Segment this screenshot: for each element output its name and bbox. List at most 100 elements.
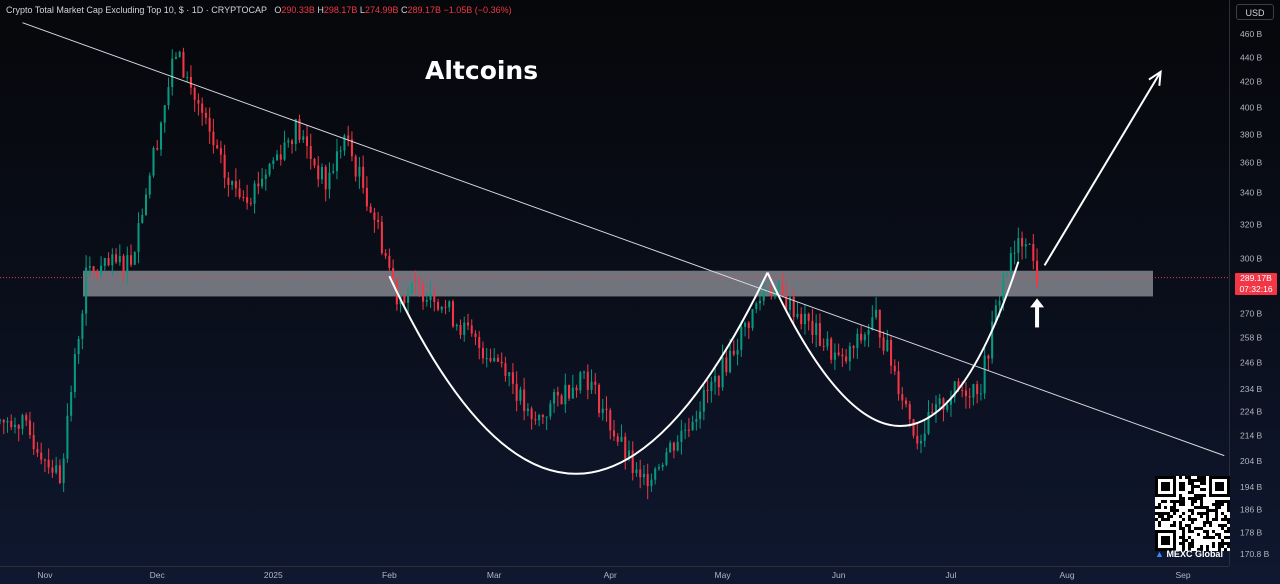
candle-body [530, 408, 533, 420]
candle-body [407, 294, 410, 303]
candle-body [0, 419, 2, 422]
candle-body [201, 103, 204, 113]
y-tick-label: 460 B [1240, 29, 1263, 39]
candle-body [253, 183, 256, 204]
candle-body [803, 313, 806, 325]
candle-body [987, 355, 990, 359]
x-tick-label: Sep [1176, 570, 1191, 580]
candle-body [893, 365, 896, 372]
candle-body [126, 255, 129, 273]
candle-body [470, 325, 473, 334]
candle-body [32, 435, 35, 450]
candle-body [249, 202, 252, 204]
candle-body [437, 302, 440, 310]
symbol-name[interactable]: Crypto Total Market Cap Excluding Top 10… [6, 5, 267, 15]
high-label: H [317, 5, 324, 15]
low-value: 274.99B [364, 5, 399, 15]
candle-body [463, 322, 466, 335]
candle-body [830, 338, 833, 360]
candle-body [845, 356, 848, 362]
candle-body [875, 309, 878, 318]
candle-body [953, 381, 956, 398]
candle-body [347, 135, 350, 140]
candle-body [942, 398, 945, 410]
candle-body [111, 254, 114, 266]
candle-body [1032, 243, 1035, 261]
candle-body [58, 465, 61, 484]
candle-body [612, 430, 616, 437]
up-arrow-icon [1030, 298, 1045, 308]
candle-body [122, 255, 125, 273]
candle-body [916, 435, 919, 444]
candle-body [800, 313, 803, 325]
candle-body [998, 300, 1001, 306]
candle-body [309, 145, 312, 159]
candle-body [148, 175, 151, 195]
candle-body [1024, 244, 1027, 247]
candle-body [994, 305, 997, 322]
candle-body [972, 384, 975, 398]
candle-body [81, 313, 84, 339]
candle-body [837, 352, 840, 355]
candle-body [444, 306, 447, 308]
candle-body [508, 372, 511, 376]
y-tick-label: 380 B [1240, 129, 1263, 139]
x-tick-label: Jul [946, 570, 957, 580]
x-tick-label: May [715, 570, 732, 580]
candle-body [425, 300, 428, 302]
y-tick-label: 270 B [1240, 309, 1263, 319]
last-price-value: 289.17B [1240, 273, 1272, 283]
candle-body [624, 436, 627, 459]
candle-body [923, 433, 926, 441]
candle-body [459, 324, 462, 335]
candle-body [448, 301, 451, 308]
brand-label: ▲ MEXC Global [1155, 549, 1223, 559]
countdown-timer: 07:32:16 [1239, 284, 1273, 294]
candle-body [182, 51, 185, 78]
y-tick-label: 170.8 B [1240, 549, 1270, 559]
candle-body [216, 145, 219, 149]
candle-body [208, 117, 211, 132]
candle-body [740, 326, 743, 350]
candle-body [762, 291, 765, 301]
y-tick-label: 420 B [1240, 77, 1263, 87]
low-label: L [359, 5, 365, 15]
candle-body [714, 375, 717, 382]
candle-body [646, 473, 649, 487]
candle-body [523, 389, 526, 412]
candle-body [571, 387, 574, 399]
candle-body [650, 479, 653, 487]
candle-body [137, 222, 140, 253]
candle-body [904, 400, 908, 405]
candle-body [605, 408, 608, 411]
candle-body [961, 390, 964, 392]
candle-body [755, 303, 758, 310]
candle-body [373, 212, 376, 220]
candle-body [777, 284, 780, 290]
symbol-header: Crypto Total Market Cap Excluding Top 10… [6, 5, 512, 15]
last-price-tag: 289.17B 07:32:16 [1235, 273, 1277, 295]
candle-body [788, 296, 791, 310]
candle-body [833, 352, 836, 360]
candle-body [279, 154, 282, 160]
candle-body [594, 381, 597, 385]
candle-body [684, 429, 687, 431]
candle-body [66, 415, 69, 459]
projection-arrow-line [1043, 71, 1162, 266]
candle-body [792, 296, 795, 318]
y-tick-label: 234 B [1240, 384, 1263, 394]
candle-body [410, 283, 413, 295]
candle-body [770, 290, 773, 297]
candle-body [466, 322, 470, 326]
candle-body [687, 429, 690, 431]
currency-button[interactable]: USD [1236, 4, 1274, 20]
candle-body [13, 424, 17, 428]
candle-body [721, 357, 724, 388]
candle-body [556, 391, 559, 396]
candle-body [478, 337, 481, 348]
x-tick-label: Feb [382, 570, 397, 580]
candle-body [976, 384, 979, 395]
candle-body [418, 283, 421, 285]
candle-body [1006, 272, 1009, 274]
